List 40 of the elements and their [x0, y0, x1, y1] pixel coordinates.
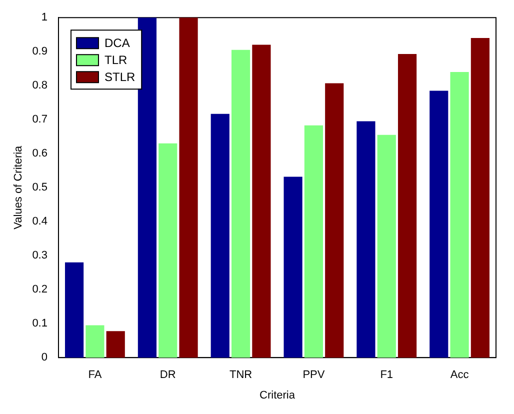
x-tick-label: FA	[88, 369, 102, 382]
legend-label: DCA	[104, 36, 130, 50]
bar	[356, 121, 376, 358]
bar	[210, 114, 230, 358]
y-tick-label: 0.8	[32, 80, 48, 92]
y-axis-title: Values of Criteria	[12, 144, 25, 230]
x-tick-label: F1	[380, 369, 394, 382]
y-tick-label: 0.5	[32, 182, 48, 194]
bar	[430, 90, 448, 358]
y-tick-label: 0.3	[32, 250, 48, 262]
y-tick-label: 0.4	[32, 216, 48, 228]
legend-label: STLR	[104, 70, 136, 84]
bar	[86, 325, 104, 358]
bar	[304, 125, 323, 358]
bar	[252, 44, 271, 358]
bar	[138, 18, 157, 358]
bar	[231, 50, 250, 358]
y-tick-label: 1	[41, 12, 48, 24]
bar	[179, 18, 198, 358]
y-tick-label: 0.9	[32, 46, 48, 58]
y-tick-label: 0.6	[32, 148, 48, 160]
legend-label: TLR	[104, 52, 128, 67]
bar	[158, 143, 178, 358]
bar	[64, 262, 84, 358]
x-tick-label: TNR	[229, 369, 252, 382]
bar	[398, 54, 417, 358]
bar	[106, 331, 125, 358]
y-tick-label: 0	[41, 352, 48, 364]
bar	[325, 83, 344, 358]
bar	[450, 72, 469, 358]
y-tick-label: 0.7	[32, 114, 48, 126]
x-tick-label: Acc	[450, 369, 470, 382]
x-tick-label: PPV	[302, 369, 326, 382]
x-axis-title: Criteria	[260, 389, 296, 402]
bar	[470, 38, 490, 358]
y-tick-label: 0.1	[32, 318, 48, 330]
bar	[284, 176, 302, 358]
y-tick-label: 0.2	[32, 284, 48, 296]
bar	[377, 134, 396, 358]
x-tick-label: DR	[160, 369, 176, 382]
